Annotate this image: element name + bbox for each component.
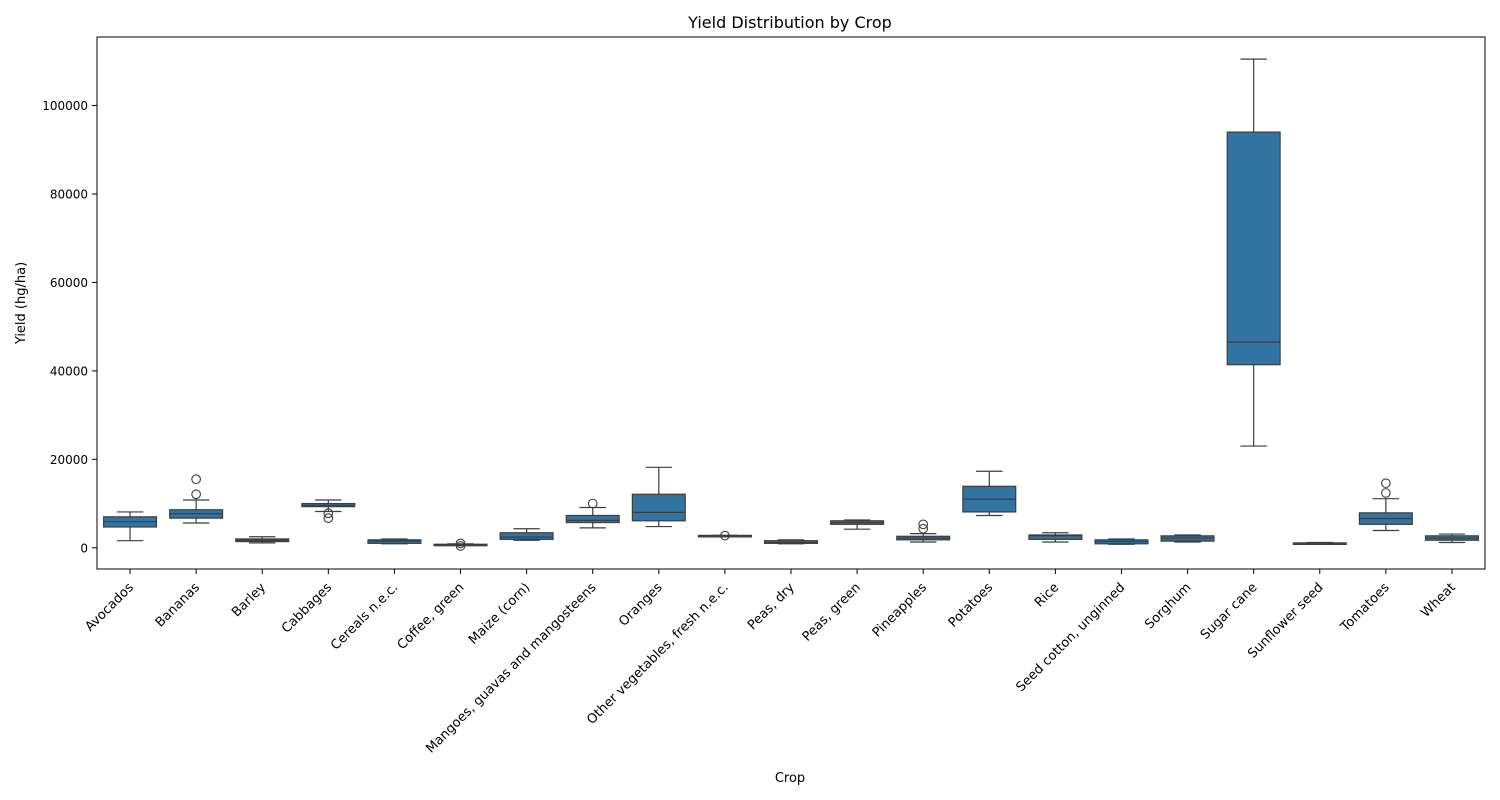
y-tick-label: 80000 (50, 187, 88, 201)
box (565, 514, 620, 524)
outlier-point (455, 538, 466, 549)
box (499, 532, 554, 540)
y-axis-label: Yield (hg/ha) (14, 262, 29, 345)
y-tick-label: 100000 (42, 99, 88, 113)
box (1226, 131, 1281, 366)
outlier-point (455, 541, 466, 551)
outlier-point (918, 523, 929, 534)
y-tick-label: 40000 (50, 364, 88, 378)
y-tick-label: 60000 (50, 276, 88, 290)
x-axis-label: Crop (775, 771, 805, 786)
outlier-point (323, 508, 334, 519)
plot-frame (96, 36, 1486, 570)
outlier-point (720, 530, 730, 541)
outlier-point (1381, 478, 1391, 489)
outlier-point (323, 513, 334, 523)
outlier-point (1381, 488, 1391, 498)
outlier-point (191, 489, 201, 500)
outlier-point (191, 474, 201, 485)
chart-title: Yield Distribution by Crop (687, 13, 892, 32)
outlier-point (918, 519, 929, 530)
box (1028, 534, 1083, 540)
outlier-point (587, 498, 598, 509)
y-tick-label: 0 (80, 541, 88, 555)
box (631, 493, 686, 522)
y-tick-label: 20000 (50, 453, 88, 467)
